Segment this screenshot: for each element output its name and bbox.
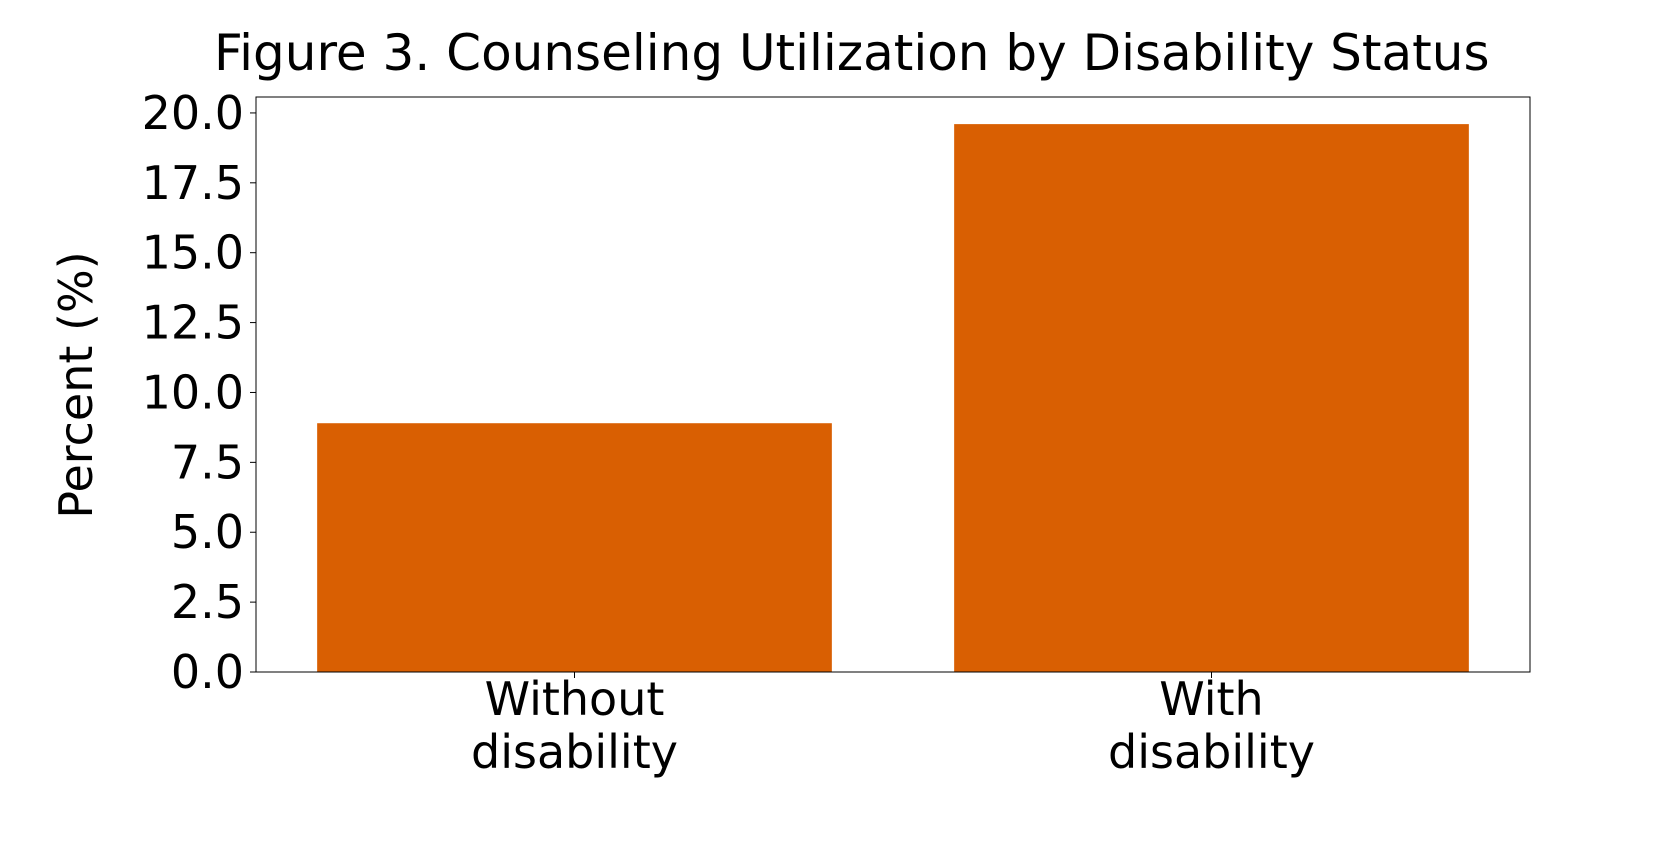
- y-tick-label: 2.5: [171, 575, 244, 629]
- bar: [317, 423, 832, 672]
- y-tick-label: 7.5: [171, 435, 244, 489]
- x-tick-label: With disability: [1108, 672, 1315, 779]
- y-tick-label: 12.5: [142, 296, 244, 350]
- bar: [954, 124, 1469, 672]
- plot-frame: [255, 96, 1531, 673]
- y-tick-label: 5.0: [171, 505, 244, 559]
- x-tick-label: Without disability: [471, 672, 678, 779]
- y-tick-label: 15.0: [142, 226, 244, 280]
- y-tick-label: 17.5: [142, 156, 244, 210]
- y-tick-label: 10.0: [142, 365, 244, 419]
- y-axis-label: Percent (%): [49, 251, 103, 518]
- chart-title: Figure 3. Counseling Utilization by Disa…: [214, 24, 1490, 82]
- y-tick-label: 0.0: [171, 645, 244, 699]
- y-tick-label: 20.0: [142, 86, 244, 140]
